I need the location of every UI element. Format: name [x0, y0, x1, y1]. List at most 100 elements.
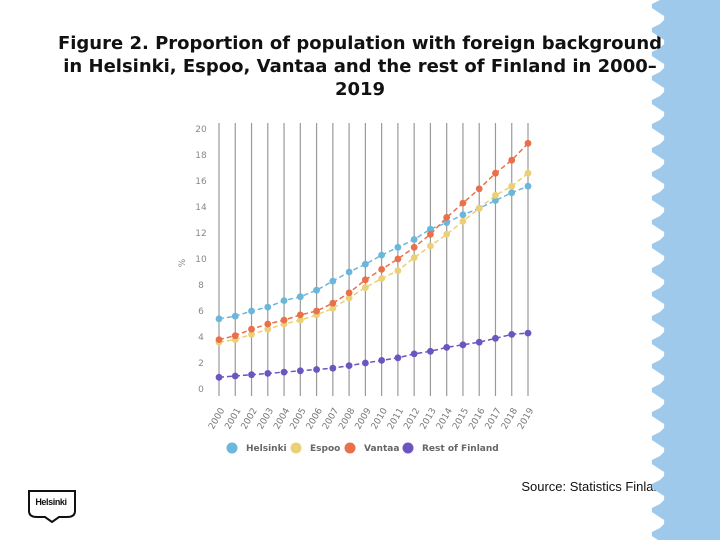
data-point — [231, 372, 239, 380]
legend: Helsinki Espoo Vantaa Rest of Finland — [226, 442, 499, 454]
data-point — [215, 373, 223, 381]
data-point — [329, 305, 337, 312]
y-tick-label: 2 — [198, 359, 204, 369]
y-tick-label: 12 — [195, 229, 206, 239]
y-tick-label: 4 — [198, 333, 204, 343]
data-point — [410, 254, 418, 262]
data-point — [394, 267, 402, 275]
data-point — [524, 182, 532, 190]
data-point — [296, 316, 304, 324]
source-note: Source: Statistics Finland — [521, 479, 668, 494]
data-point — [410, 350, 418, 358]
legend-label: Vantaa — [364, 444, 399, 454]
y-tick-label: 14 — [195, 203, 207, 213]
data-point — [443, 230, 451, 238]
y-tick-label: 6 — [198, 307, 204, 317]
data-point — [329, 299, 337, 307]
data-point — [475, 204, 483, 212]
data-point — [394, 255, 402, 263]
data-point — [329, 364, 337, 372]
series-line — [218, 332, 529, 379]
data-point — [459, 199, 467, 207]
data-point — [345, 362, 353, 369]
data-point — [296, 293, 304, 301]
data-point — [394, 243, 402, 251]
legend-marker — [402, 442, 414, 454]
helsinki-logo — [28, 490, 76, 523]
data-point — [313, 286, 320, 294]
data-point — [459, 217, 467, 225]
data-point — [361, 359, 369, 367]
data-point — [280, 316, 288, 324]
data-point — [427, 347, 434, 355]
y-tick-label: 8 — [198, 281, 204, 291]
data-point — [378, 357, 386, 364]
series-line — [218, 172, 529, 343]
data-point — [492, 197, 499, 204]
data-point — [231, 312, 239, 320]
data-point — [443, 344, 451, 351]
data-point — [443, 219, 451, 227]
wavy-edge-shape — [651, 0, 720, 540]
data-point — [264, 325, 272, 333]
y-tick-label: 10 — [195, 255, 207, 265]
data-point — [492, 169, 499, 177]
data-point — [264, 320, 272, 328]
y-tick-label: 20 — [195, 125, 207, 135]
data-point — [508, 182, 516, 190]
legend-marker — [290, 442, 302, 454]
data-point — [427, 225, 434, 233]
y-tick-label: 0 — [198, 385, 204, 395]
logo-text: Helsinki — [35, 497, 67, 507]
data-point — [296, 367, 304, 375]
data-point — [361, 284, 369, 291]
data-point — [313, 366, 320, 373]
x-tick-label: 2019 — [516, 406, 536, 431]
data-point — [329, 277, 337, 285]
data-point — [345, 294, 353, 302]
data-point — [410, 236, 418, 243]
data-point — [524, 329, 532, 337]
legend-label: Rest of Finland — [422, 444, 499, 454]
data-point — [296, 311, 304, 319]
data-point — [215, 336, 223, 343]
data-point — [459, 211, 467, 219]
data-point — [264, 370, 272, 377]
data-point — [427, 242, 434, 250]
data-point — [508, 189, 516, 197]
legend-marker — [226, 442, 238, 454]
legend-label: Espoo — [310, 444, 340, 454]
data-point — [475, 338, 483, 346]
data-point — [345, 289, 353, 297]
data-point — [508, 331, 516, 338]
x-axis-ticks: 2000200120022003200420052006200720082009… — [207, 406, 536, 431]
data-point — [410, 243, 418, 251]
legend-marker — [344, 442, 356, 454]
data-point — [231, 332, 239, 340]
decorative-wavy-edge — [651, 0, 720, 540]
y-tick-label: 18 — [195, 151, 207, 161]
data-point — [508, 156, 516, 164]
data-point — [248, 331, 255, 338]
data-point — [215, 315, 223, 323]
data-point — [280, 368, 288, 376]
series-lines — [215, 139, 532, 381]
data-point — [248, 325, 255, 333]
data-point — [378, 266, 386, 273]
data-point — [361, 260, 369, 268]
gridlines — [218, 123, 529, 396]
data-point — [443, 214, 451, 221]
y-axis-label: % — [178, 258, 188, 267]
data-point — [492, 191, 499, 199]
data-point — [248, 307, 255, 315]
y-tick-label: 16 — [195, 177, 207, 187]
data-point — [248, 371, 255, 379]
chart-title: Figure 2. Proportion of population with … — [57, 33, 663, 100]
data-point — [427, 230, 434, 238]
data-point — [459, 341, 467, 349]
data-point — [378, 275, 386, 282]
data-point — [264, 303, 272, 311]
data-point — [524, 139, 532, 147]
data-point — [378, 251, 386, 259]
